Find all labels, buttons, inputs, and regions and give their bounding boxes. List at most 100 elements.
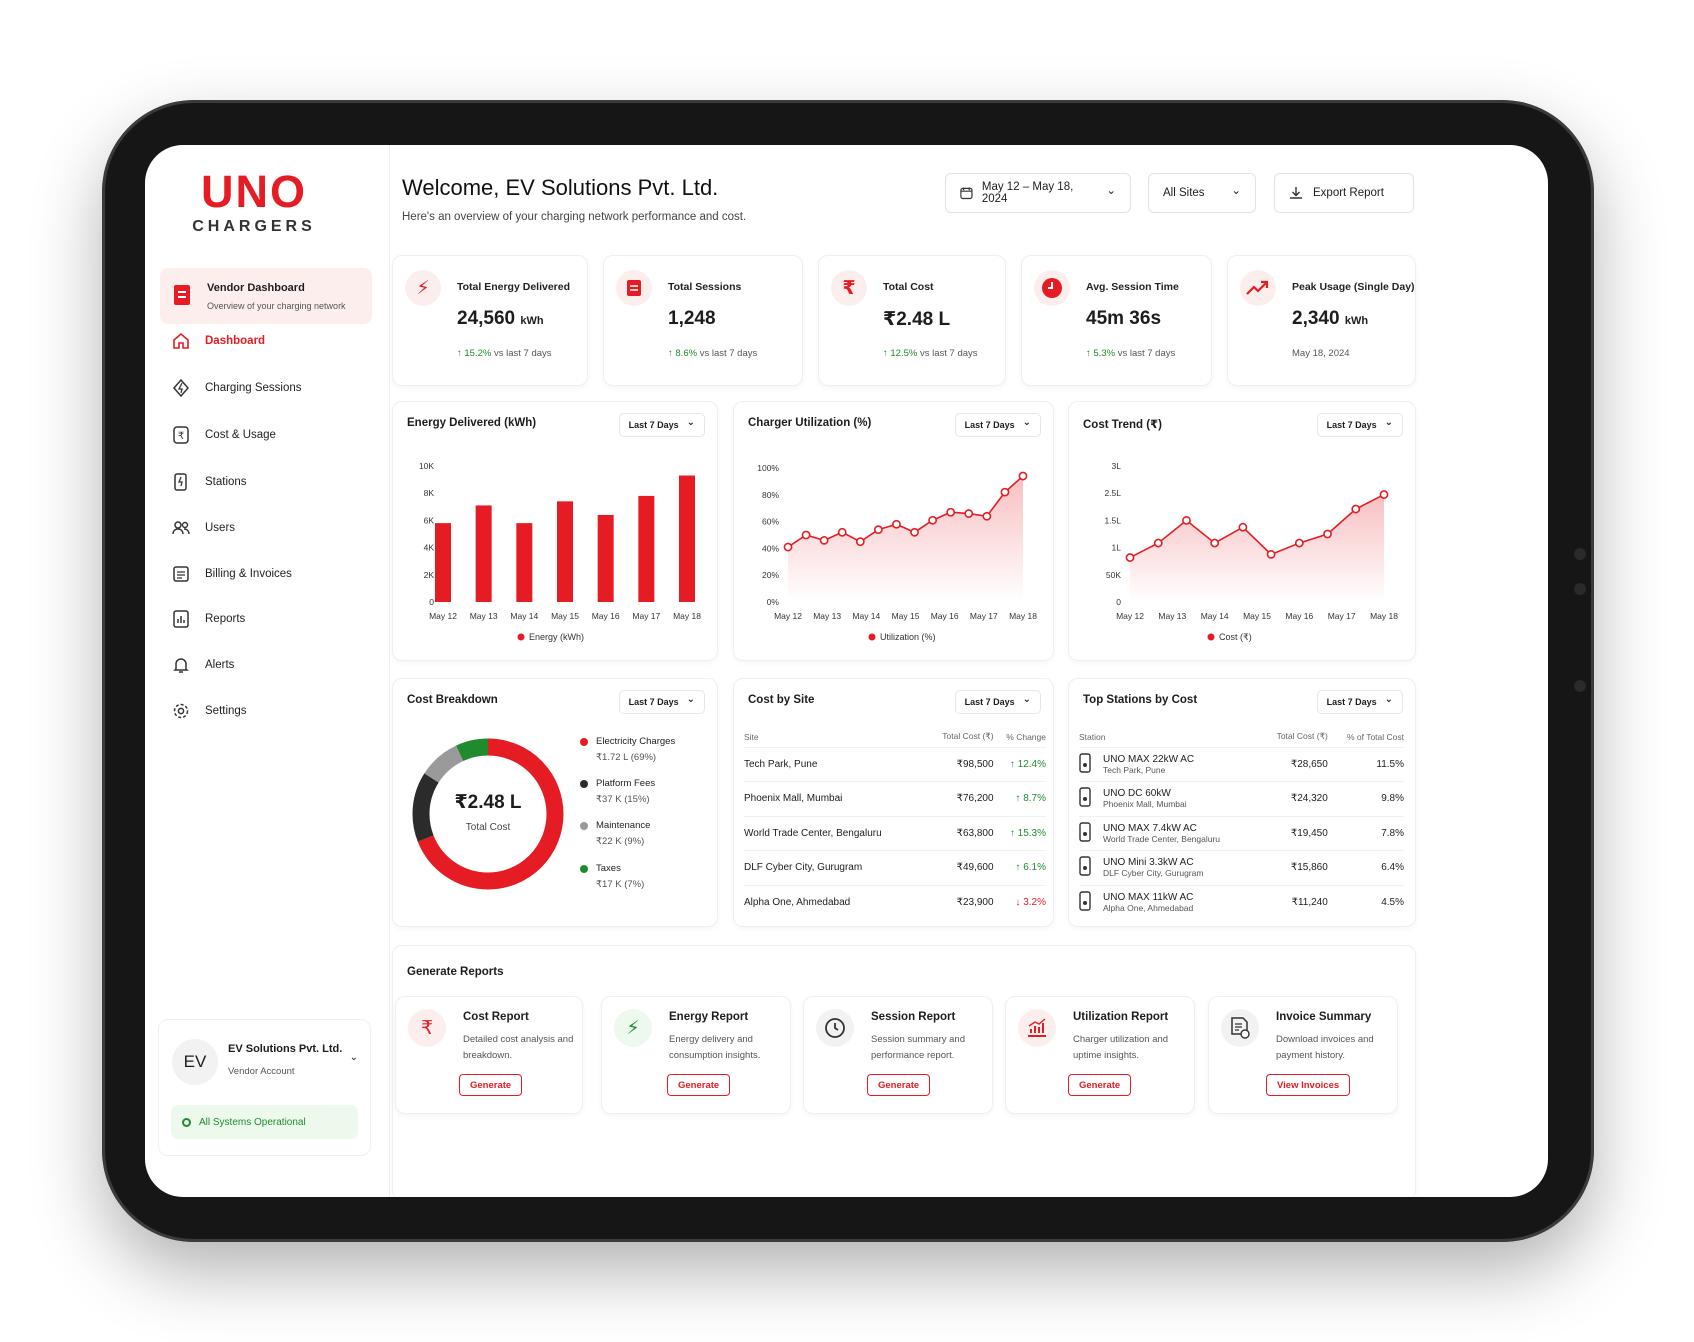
- sidebar-item-billing-invoices[interactable]: Billing & Invoices: [172, 559, 372, 589]
- side-button: [1574, 583, 1586, 595]
- kpi-label: Total Sessions: [668, 281, 742, 293]
- sidebar-item-label: Alerts: [205, 659, 235, 671]
- view-invoices-button[interactable]: View Invoices: [1266, 1074, 1351, 1096]
- period-dropdown[interactable]: Last 7 Days: [954, 690, 1041, 714]
- column-header: Total Cost (₹): [1276, 731, 1328, 742]
- period-dropdown[interactable]: Last 7 Days: [618, 690, 705, 714]
- table-row[interactable]: UNO DC 60kW Phoenix Mall, Mumbai ₹24,320 9.…: [1079, 781, 1404, 816]
- data-point: [1294, 538, 1304, 548]
- sidebar-item-settings[interactable]: Settings: [172, 696, 372, 726]
- data-point: [873, 525, 883, 535]
- y-tick-label: 4K: [424, 543, 435, 553]
- system-status-text: All Systems Operational: [199, 1116, 306, 1128]
- rupee-icon: ₹: [831, 270, 867, 306]
- charger-icon: [1079, 891, 1091, 911]
- table-row[interactable]: UNO MAX 7.4kW AC World Trade Center, Beng…: [1079, 815, 1404, 851]
- vendor-dashboard-card[interactable]: Vendor Dashboard Overview of your chargi…: [160, 268, 372, 324]
- x-tick-label: May 16: [931, 611, 959, 621]
- legend-dot: [580, 865, 588, 873]
- sidebar-item-charging-sessions[interactable]: Charging Sessions: [172, 373, 372, 403]
- kpi-change: ↑ 15.2% vs last 7 days: [457, 348, 552, 359]
- table-row[interactable]: DLF Cyber City, Gurugram ₹49,600 ↑ 6.1%: [744, 850, 1046, 885]
- kpi-card-sessions: Total Sessions 1,248 ↑ 8.6% vs last 7 da…: [603, 255, 803, 386]
- data-point: [1238, 522, 1248, 532]
- invoice-icon: [1221, 1009, 1259, 1047]
- calendar-icon: [960, 187, 973, 200]
- sidebar-item-dashboard[interactable]: Dashboard: [172, 326, 372, 356]
- table-row[interactable]: UNO MAX 11kW AC Alpha One, Ahmedabad ₹11,2…: [1079, 884, 1404, 920]
- data-point: [964, 509, 974, 518]
- generate-button[interactable]: Generate: [1068, 1074, 1132, 1096]
- report-card-cost: ₹ Cost Report Detailed cost analysis and…: [395, 996, 583, 1114]
- report-desc: Detailed cost analysis and breakdown.: [463, 1034, 574, 1061]
- kpi-value: 1,248: [668, 308, 716, 329]
- bar: [679, 475, 695, 602]
- report-card-session: Session Report Session summary and perfo…: [803, 996, 993, 1114]
- generate-button[interactable]: Generate: [667, 1074, 731, 1096]
- data-point: [982, 511, 992, 521]
- sidebar-item-users[interactable]: Users: [172, 513, 372, 543]
- chart-title: Energy Delivered (kWh): [407, 417, 537, 429]
- y-tick-label: 40%: [762, 543, 779, 553]
- x-tick-label: May 15: [551, 611, 579, 621]
- report-title: Invoice Summary: [1276, 1011, 1372, 1023]
- sidebar-item-stations[interactable]: Stations: [172, 467, 372, 497]
- uno-logo[interactable]: UNO CHARGERS: [191, 169, 317, 236]
- kpi-value: 2,340 kWh: [1292, 308, 1369, 329]
- period-dropdown[interactable]: Last 7 Days: [954, 413, 1041, 437]
- y-tick-label: 2.5L: [1104, 488, 1121, 498]
- report-desc: Charger utilization and uptime insights.: [1073, 1034, 1169, 1061]
- sidebar-item-cost-usage[interactable]: ₹ Cost & Usage: [172, 420, 372, 450]
- report-title: Session Report: [871, 1011, 956, 1023]
- date-range-picker[interactable]: May 12 – May 18, 2024 ⌄: [945, 173, 1131, 213]
- table-row[interactable]: World Trade Center, Bengaluru ₹63,800 ↑ 15…: [744, 815, 1046, 851]
- y-tick-label: 10K: [419, 461, 434, 471]
- energy-chart-card: Energy Delivered (kWh) Last 7 Days 0 2K 4K…: [392, 401, 718, 661]
- chevron-down-icon[interactable]: ⌄: [349, 1052, 358, 1063]
- table-row[interactable]: UNO MAX 22kW AC Tech Park, Pune ₹28,650 11.…: [1079, 746, 1404, 782]
- data-point: [928, 515, 938, 525]
- report-card-utilization: Utilization Report Charger utilization a…: [1005, 996, 1195, 1114]
- x-tick-label: May 18: [1009, 611, 1037, 621]
- charging-icon: [173, 379, 189, 397]
- x-tick-label: May 12: [429, 611, 457, 621]
- table-row[interactable]: Alpha One, Ahmedabad ₹23,900 ↓ 3.2%: [744, 884, 1046, 920]
- page-title: Welcome, EV Solutions Pvt. Ltd.: [402, 175, 719, 200]
- sites-label: All Sites: [1163, 187, 1205, 199]
- report-card-invoice: Invoice Summary Download invoices and pa…: [1208, 996, 1398, 1114]
- account-card[interactable]: EV EV Solutions Pvt. Ltd. Vendor Account…: [158, 1019, 371, 1156]
- data-point: [819, 535, 829, 545]
- table-row[interactable]: Phoenix Mall, Mumbai ₹76,200 ↑ 8.7%: [744, 781, 1046, 816]
- period-dropdown[interactable]: Last 7 Days: [1316, 413, 1403, 437]
- period-dropdown[interactable]: Last 7 Days: [1316, 690, 1403, 714]
- area-fill: [1130, 494, 1384, 602]
- x-tick-label: May 13: [1158, 611, 1186, 621]
- generate-button[interactable]: Generate: [867, 1074, 931, 1096]
- legend-item: Taxes ₹17 K (7%): [580, 863, 644, 890]
- cost-donut-chart: [412, 738, 564, 890]
- legend-item: Electricity Charges ₹1.72 L (69%): [580, 736, 675, 763]
- table-row[interactable]: Tech Park, Pune ₹98,500 ↑ 12.4%: [744, 746, 1046, 782]
- column-header: Station: [1079, 731, 1106, 742]
- sites-dropdown[interactable]: All Sites ⌄: [1148, 173, 1256, 213]
- rupee-icon: ₹: [408, 1009, 446, 1047]
- export-report-button[interactable]: Export Report: [1274, 173, 1414, 213]
- bell-icon: [173, 658, 189, 673]
- table-row[interactable]: UNO Mini 3.3kW AC DLF Cyber City, Gurugra…: [1079, 850, 1404, 885]
- billing-icon: [173, 566, 189, 582]
- sidebar-item-reports[interactable]: Reports: [172, 604, 372, 634]
- sidebar-item-alerts[interactable]: Alerts: [172, 650, 372, 680]
- data-point: [1323, 529, 1332, 539]
- kpi-label: Total Cost: [883, 281, 934, 293]
- generate-reports-section: Generate Reports ₹ Cost Report Detailed …: [392, 945, 1416, 1197]
- column-header: Total Cost (₹): [942, 731, 994, 742]
- legend-dot: [580, 780, 588, 788]
- data-point: [1351, 504, 1361, 514]
- dashboard-screen: UNO CHARGERS Vendor Dashboard Overview o…: [145, 145, 1548, 1197]
- energy-bar-chart: 0 2K 4K 6K 8K 10K May 12 May 13 May 14 May 15 May …: [419, 461, 701, 642]
- bar: [638, 495, 655, 602]
- gear-icon: [173, 703, 189, 719]
- period-dropdown[interactable]: Last 7 Days: [618, 413, 705, 437]
- generate-button[interactable]: Generate: [459, 1074, 523, 1096]
- bar: [516, 523, 533, 602]
